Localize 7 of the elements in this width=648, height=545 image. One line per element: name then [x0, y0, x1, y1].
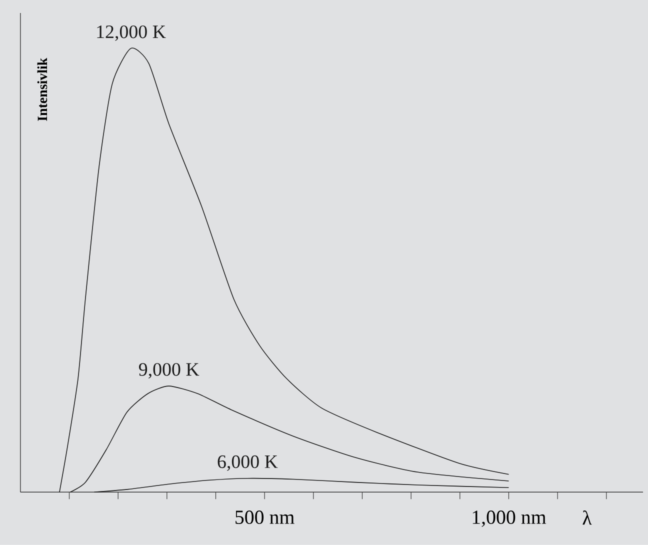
series-label: 9,000 K [138, 363, 200, 379]
y-axis-title: Intensivlik [37, 58, 48, 121]
series-label: 6,000 K [218, 455, 278, 471]
x-tick-label: 500 nm [236, 510, 294, 524]
series-label: 12,000 K [97, 25, 166, 41]
x-tick-label: 1,000 nm [472, 510, 546, 527]
x-axis-title: λ [582, 510, 592, 525]
